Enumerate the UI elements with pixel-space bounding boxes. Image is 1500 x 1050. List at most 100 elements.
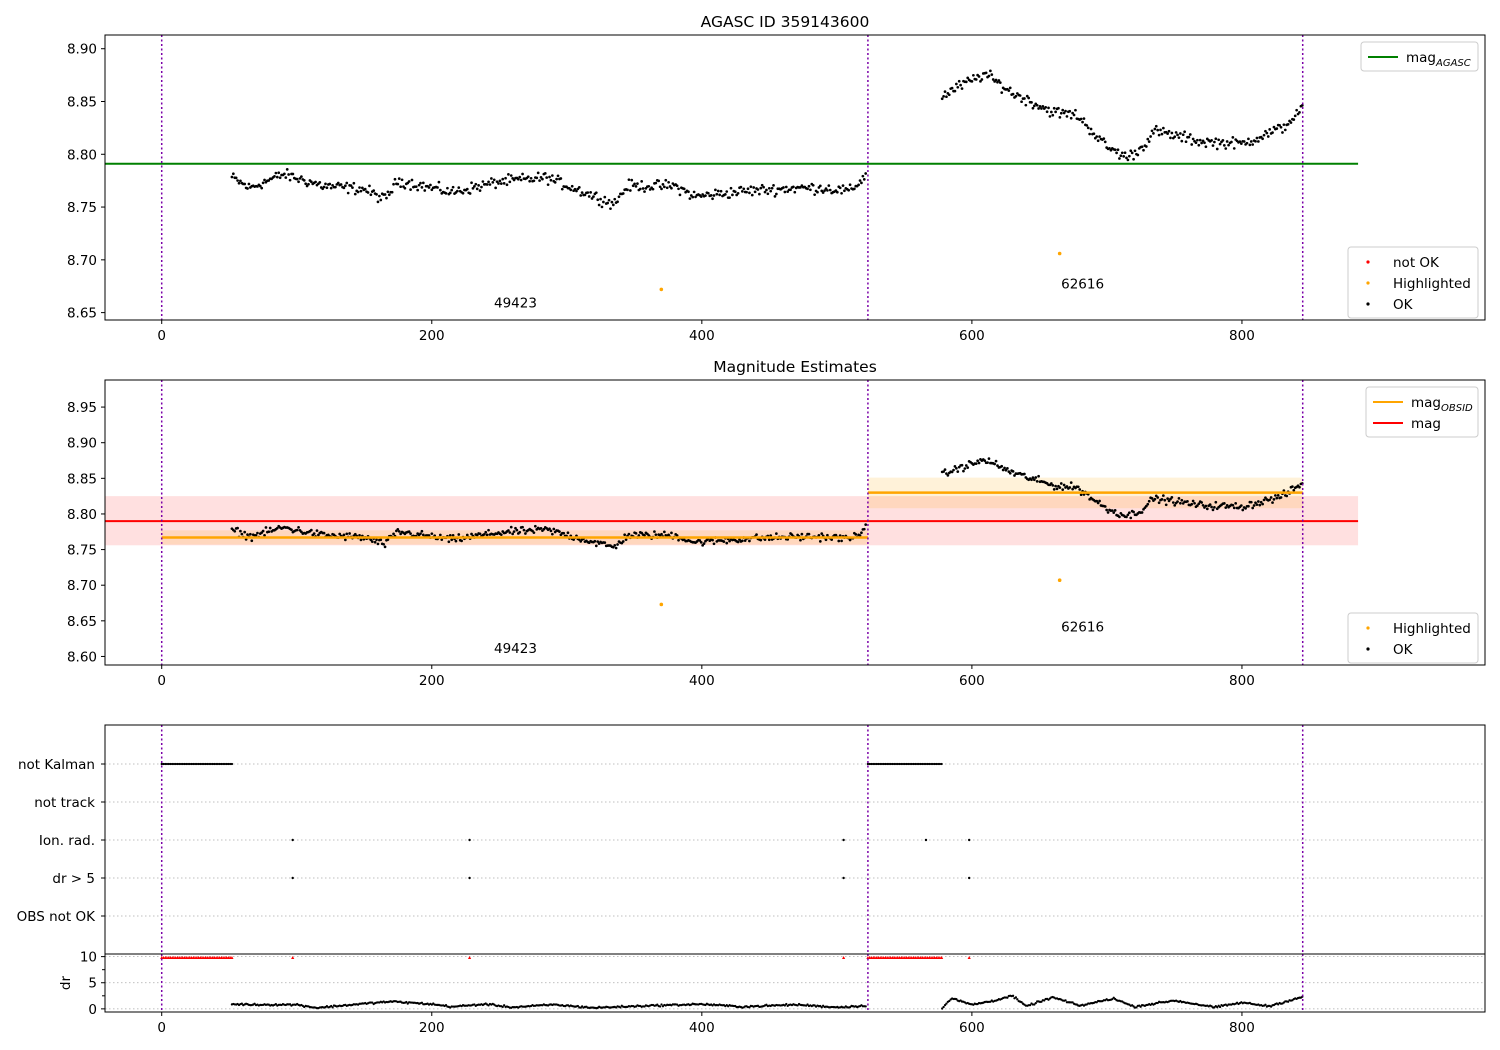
estimates-ok-point <box>1275 496 1279 500</box>
agasc-ok-point <box>678 193 682 197</box>
flags-point <box>190 762 193 766</box>
estimates-ok-point <box>533 524 537 528</box>
agasc-ok-point <box>847 188 851 192</box>
flags-point <box>931 762 935 766</box>
agasc-ok-point <box>236 179 239 182</box>
dr-ok-point <box>1216 1006 1219 1009</box>
agasc-ok-point <box>509 174 513 177</box>
agasc-ok-point <box>1162 126 1165 130</box>
agasc-ok-point <box>230 175 234 179</box>
estimates-ok-point <box>755 533 758 536</box>
estimates-ok-point <box>246 533 249 536</box>
agasc-ok-point <box>1061 108 1065 112</box>
agasc-ok-point <box>451 185 455 189</box>
estimates-ok-point <box>1055 487 1059 491</box>
agasc-ok-point <box>1074 108 1077 112</box>
agasc-ok-point <box>1144 145 1148 148</box>
estimates-ok-point <box>962 469 965 473</box>
agasc-ok-point <box>1156 128 1160 132</box>
agasc-ok-point <box>1242 140 1246 143</box>
agasc-ok-point <box>1239 142 1243 146</box>
estimates-ok-point <box>1095 499 1099 503</box>
agasc-ok-point <box>1062 111 1066 115</box>
dr-ok-point <box>331 1006 334 1009</box>
estimates-ok-point <box>454 539 458 543</box>
estimates-ok-point <box>953 465 957 468</box>
dr-xtick-label: 0 <box>157 1020 166 1036</box>
agasc-ok-point <box>545 176 549 179</box>
agasc-ok-point <box>1167 129 1171 133</box>
agasc-ok-point <box>1132 157 1135 161</box>
dr-ok-point <box>240 1002 244 1005</box>
agasc-ok-point <box>848 183 852 187</box>
agasc-ok-point <box>559 177 563 180</box>
agasc-ytick-label: 8.80 <box>67 147 97 163</box>
agasc-ok-point <box>535 176 539 180</box>
estimates-ok-point <box>725 541 729 545</box>
estimates-ok-point <box>1069 481 1073 484</box>
estimates-ok-point <box>499 533 503 537</box>
agasc-ok-point <box>811 183 815 187</box>
agasc-ok-point <box>546 183 550 187</box>
agasc-ok-point <box>353 192 357 196</box>
agasc-ok-point <box>331 183 334 187</box>
agasc-ok-point <box>1286 122 1290 126</box>
estimates-ok-point <box>1110 509 1114 512</box>
agasc-ok-point <box>835 190 839 194</box>
agasc-ok-point <box>1069 116 1073 120</box>
agasc-ok-point <box>1045 110 1049 114</box>
agasc-ok-point <box>1032 104 1036 108</box>
estimates-ok-point <box>297 526 300 529</box>
agasc-ok-point <box>816 190 819 194</box>
agasc-ok-point <box>528 179 532 183</box>
agasc-ok-point <box>766 192 770 196</box>
dr-not-ok-point <box>291 956 295 960</box>
dr-ok-point <box>444 1004 448 1007</box>
estimates-ok-point <box>1232 506 1236 510</box>
estimates-ok-point <box>1193 501 1196 505</box>
agasc-ok-point <box>746 187 750 191</box>
estimates-ok-point <box>419 532 422 536</box>
agasc-ok-point <box>1102 137 1106 140</box>
agasc-ok-point <box>972 73 975 77</box>
estimates-ok-point <box>1176 500 1179 503</box>
agasc-ok-point <box>356 190 360 194</box>
estimates-ok-point <box>1096 501 1100 505</box>
agasc-ok-point <box>387 193 391 197</box>
agasc-ok-point <box>664 178 668 182</box>
agasc-ok-point <box>358 186 361 189</box>
agasc-ok-point <box>504 176 507 180</box>
agasc-bottom-legend-box <box>1347 246 1479 319</box>
agasc-ok-point <box>813 193 816 197</box>
flags-point <box>207 762 211 766</box>
estimates-ok-point <box>1191 499 1195 503</box>
agasc-ok-point <box>704 194 707 197</box>
estimates-ok-point <box>382 542 385 546</box>
dr-ok-point <box>942 1005 945 1009</box>
agasc-ok-point <box>715 192 719 196</box>
estimates-ok-point <box>840 539 843 543</box>
estimates-ok-point <box>1031 476 1035 479</box>
estimates-ok-point <box>532 531 536 535</box>
agasc-ok-point <box>1217 138 1221 142</box>
agasc-ok-point <box>322 185 326 189</box>
agasc-ok-point <box>661 182 665 186</box>
dr-ok-point <box>1277 1003 1280 1006</box>
estimates-ok-point <box>236 526 239 530</box>
agasc-ok-point <box>396 182 400 186</box>
estimates-ok-point <box>1032 478 1036 482</box>
flags-point <box>882 762 885 766</box>
agasc-ok-point <box>994 78 998 82</box>
agasc-ok-point <box>416 188 420 192</box>
estimates-ok-point <box>624 538 628 541</box>
agasc-obsid-label: 62616 <box>1061 276 1104 292</box>
estimates-ok-point <box>1269 496 1273 499</box>
agasc-ok-point <box>283 172 286 176</box>
agasc-xtick-label: 200 <box>419 328 445 344</box>
flags-point <box>195 762 198 766</box>
estimates-ok-point <box>430 532 434 536</box>
agasc-ok-point <box>349 184 353 187</box>
agasc-ok-point <box>667 180 670 184</box>
estimates-ok-point <box>1268 498 1272 502</box>
